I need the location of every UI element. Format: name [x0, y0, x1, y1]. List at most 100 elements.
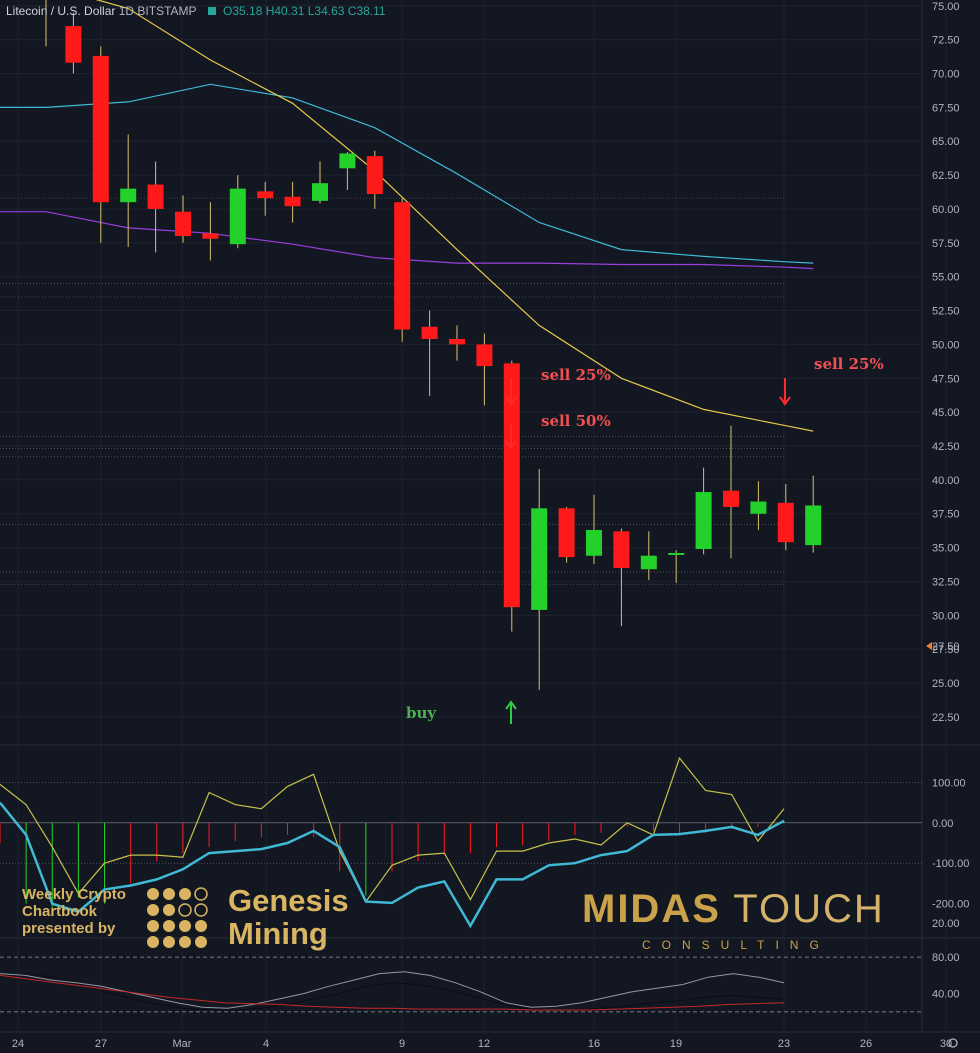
buy-arrow-icon-head: [505, 700, 517, 710]
status-flag-icon: [207, 7, 216, 15]
time-tick-label: 16: [588, 1038, 600, 1050]
interval-label[interactable]: 1D: [118, 4, 135, 18]
price-tick-label: 30.00: [932, 610, 960, 622]
candle: [476, 333, 493, 406]
time-axis-bg: [0, 1032, 980, 1053]
caption-line-2: Chartbook: [22, 903, 97, 920]
price-tick-label: 52.50: [932, 306, 960, 318]
price-tick-label: 35.00: [932, 543, 960, 555]
candle: [449, 325, 465, 361]
candle: [695, 467, 712, 555]
wordmark-line-2: Mining: [228, 916, 328, 951]
candle: [284, 181, 301, 223]
candle-body: [366, 156, 383, 195]
candle: [586, 494, 602, 564]
midas-touch-logo: MIDAS TOUCH CONSULTING: [582, 886, 912, 952]
candle-body: [449, 338, 465, 345]
consulting-word: CONSULTING: [642, 938, 830, 952]
candle-body: [229, 188, 246, 245]
time-axis: 24 27 Mar 4 9 12 16 19 23 26 30: [0, 1031, 980, 1053]
price-tick-label: 72.50: [932, 35, 960, 47]
candle-body: [750, 501, 767, 514]
oscillator-slow-line: [0, 801, 785, 929]
time-tick-label: 23: [778, 1038, 790, 1050]
candle-body: [668, 553, 685, 556]
candle-body: [147, 184, 164, 209]
candle-body: [394, 202, 411, 330]
candle: [805, 475, 822, 553]
annotation-sell-1: sell 25%: [541, 366, 611, 384]
gear-ring: [948, 1038, 958, 1048]
stochastic-d-line: [0, 973, 785, 1011]
sell-arrow-2-icon-head: [505, 440, 517, 450]
candle: [777, 483, 794, 551]
sell-arrow-3-icon-head: [779, 396, 791, 406]
price-tick-label: 55.00: [932, 272, 960, 284]
candle-body: [640, 555, 657, 570]
candle-body: [120, 188, 137, 203]
last-price-marker-icon: [926, 642, 932, 650]
candles: [45, 0, 822, 690]
time-tick-label: 12: [478, 1038, 490, 1050]
price-tick-label: 57.50: [932, 238, 960, 250]
candle: [366, 150, 383, 209]
price-tick-label: 25.00: [932, 678, 960, 690]
time-tick-label: 26: [860, 1038, 872, 1050]
candle-body: [284, 196, 301, 207]
candle-body: [531, 508, 548, 610]
price-tick-label: 70.00: [932, 69, 960, 81]
candle: [750, 481, 767, 530]
price-tick-label: 62.50: [932, 170, 960, 182]
time-tick-label: 9: [399, 1038, 405, 1050]
stochastic-k-line: [0, 971, 785, 1009]
oscillator-panel: 100.00 0.00 -100.00 -200.00 20.00: [0, 756, 969, 930]
chartbook-caption: Weekly Crypto Chartbook presented by: [22, 886, 152, 937]
caption-line-1: Weekly Crypto: [22, 886, 126, 903]
oscillator-tick-label: -200.00: [932, 899, 969, 911]
candle-body: [723, 490, 739, 507]
price-tick-label: 22.50: [932, 712, 960, 724]
marker-price-label: 27.50: [932, 641, 960, 653]
settings-gear-icon[interactable]: [948, 1038, 958, 1048]
time-tick-label: 24: [12, 1038, 24, 1050]
stochastic-panel: 80.00 40.00: [0, 952, 960, 1013]
symbol-name[interactable]: Litecoin / U.S. Dollar: [6, 4, 116, 18]
candle: [339, 152, 356, 190]
candle: [613, 528, 630, 627]
stochastic-tick-label: 40.00: [932, 989, 960, 1001]
candle: [668, 550, 685, 583]
annotation-sell-3: sell 25%: [814, 355, 884, 373]
candle: [120, 134, 137, 247]
candle: [640, 531, 657, 581]
candle-body: [586, 529, 602, 556]
signal-arrows: [505, 378, 791, 724]
candle-body: [339, 153, 356, 169]
price-tick-label: 60.00: [932, 204, 960, 216]
time-tick-label: 27: [95, 1038, 107, 1050]
time-tick-label: 19: [670, 1038, 682, 1050]
candle-body: [421, 326, 438, 339]
sell-arrow-1-icon-head: [505, 396, 517, 406]
touch-word: TOUCH: [733, 887, 885, 931]
candle-body: [92, 55, 109, 203]
ohlc-values: O35.18 H40.31 L34.63 C38.11: [223, 4, 386, 18]
time-tick-label: 4: [263, 1038, 269, 1050]
candle: [45, 0, 47, 47]
candle-body: [558, 508, 575, 558]
chart-header: Litecoin / U.S. Dollar 1D BITSTAMP O35.1…: [6, 4, 386, 18]
oscillator-tick-label: -100.00: [932, 858, 969, 870]
wordmark-line-1: Genesis: [228, 883, 349, 918]
price-tick-label: 37.50: [932, 509, 960, 521]
candle-body: [312, 183, 328, 201]
candle-body: [65, 26, 82, 63]
exchange-label: BITSTAMP: [137, 4, 197, 18]
time-tick-label: Mar: [173, 1038, 192, 1050]
candle-body: [805, 505, 822, 546]
candle: [147, 161, 164, 253]
price-tick-label: 75.00: [932, 1, 960, 13]
candle: [421, 310, 438, 396]
candle-body: [503, 363, 520, 608]
price-tick-label: 32.50: [932, 576, 960, 588]
